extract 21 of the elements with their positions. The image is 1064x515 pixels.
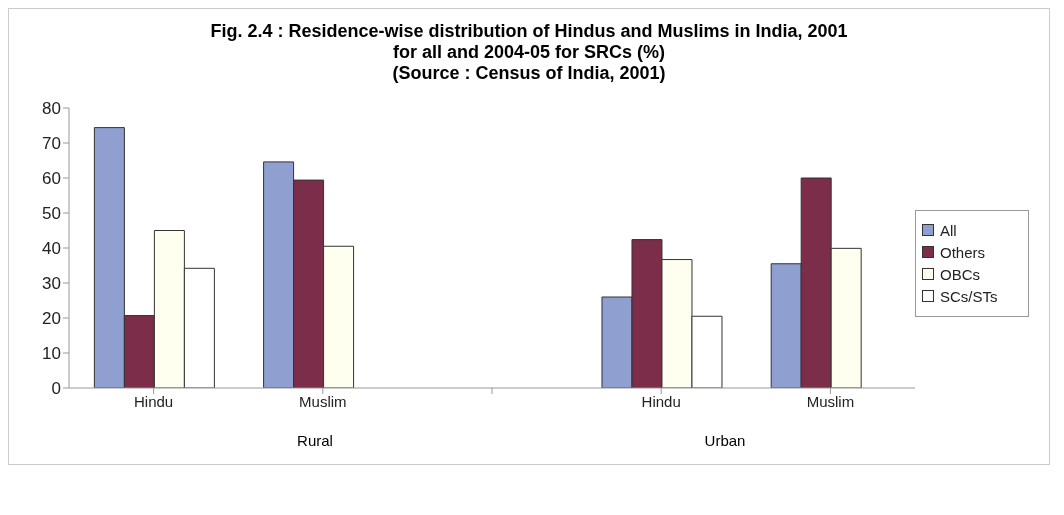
chart-title: Fig. 2.4 : Residence-wise distribution of Hindus and Muslims in India, 2001 for all and 2004-05 for SRCs (%) bbox=[209, 21, 849, 63]
x-tick-label: Muslim bbox=[299, 392, 347, 410]
text: Rural bbox=[296, 432, 334, 449]
y-tick-label: 60 bbox=[42, 169, 61, 189]
text: Urban bbox=[703, 432, 747, 449]
y-tick-label: 50 bbox=[42, 204, 61, 224]
x-tick-label: Muslim bbox=[806, 392, 855, 410]
y-tick-label: 0 bbox=[51, 379, 61, 399]
chart-subtitle: (Source : Census of India, 2001) bbox=[391, 63, 667, 84]
legend-label: Others bbox=[940, 243, 986, 261]
x-tick-label: Hindu bbox=[134, 392, 174, 410]
legend-label: All bbox=[940, 221, 957, 239]
y-tick-label: 70 bbox=[42, 134, 61, 154]
legend-label: SCs/STs bbox=[940, 287, 998, 305]
x-tick-label: Hindu bbox=[641, 392, 681, 410]
y-tick-label: 80 bbox=[42, 99, 61, 119]
y-tick-label: 20 bbox=[42, 309, 61, 329]
y-tick-label: 30 bbox=[42, 274, 61, 294]
y-tick-label: 40 bbox=[42, 239, 61, 259]
legend-label: OBCs bbox=[940, 265, 981, 283]
y-tick-label: 10 bbox=[42, 344, 61, 364]
